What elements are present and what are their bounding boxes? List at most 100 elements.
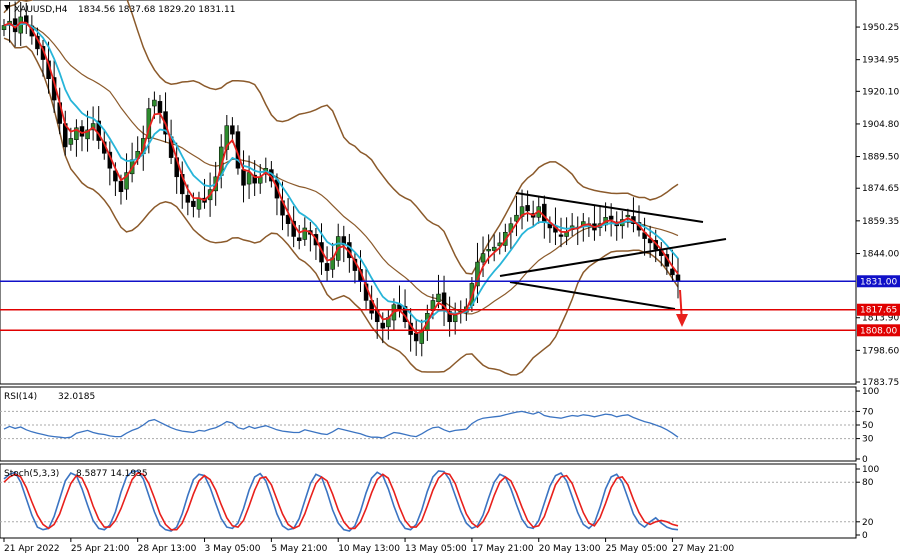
- stoch-tick-label: 80: [862, 478, 874, 488]
- ma-red: [3, 21, 679, 335]
- moving-averages: [3, 21, 679, 335]
- candle-body: [285, 214, 291, 224]
- candle-body: [157, 101, 163, 114]
- price-tick-label: 1813.90: [862, 314, 899, 324]
- price-box-red: [857, 324, 900, 337]
- candle-body: [118, 180, 124, 192]
- rsi-panel: [0, 386, 857, 462]
- candle-body: [191, 200, 196, 207]
- price-box-blue: [857, 275, 900, 288]
- candle-body: [196, 197, 202, 210]
- time-tick-label: 3 May 05:00: [205, 544, 261, 554]
- rsi-value: 32.0185: [58, 392, 95, 402]
- time-tick-label: 25 May 05:00: [606, 544, 668, 554]
- dropdown-triangle-icon[interactable]: [4, 5, 10, 11]
- rsi-tick-label: 30: [862, 435, 874, 445]
- stoch-tick-label: 0: [862, 531, 868, 541]
- candle-body: [447, 311, 452, 323]
- time-tick-label: 10 May 13:00: [338, 544, 400, 554]
- candle-body: [480, 253, 486, 263]
- price-box-red-text: 1817.65: [860, 306, 897, 316]
- candle-body: [85, 129, 90, 140]
- candle-body: [252, 174, 257, 184]
- time-tick-label: 17 May 21:00: [472, 544, 534, 554]
- ma-cyan: [3, 22, 679, 324]
- stoch-tick-label: 20: [862, 518, 874, 528]
- trendline-upper: [515, 192, 704, 223]
- candle-body: [224, 125, 230, 150]
- rsi-line: [3, 410, 679, 439]
- candle-body: [152, 99, 157, 107]
- price-tick-label: 1889.50: [862, 153, 899, 163]
- stoch-grid: [0, 481, 856, 523]
- candle-body: [246, 172, 252, 185]
- price-tick-label: 1920.10: [862, 87, 899, 97]
- price-box-blue-text: 1831.00: [860, 277, 897, 287]
- time-tick-label: 25 Apr 21:00: [71, 544, 130, 554]
- price-tick-label: 1950.25: [862, 23, 899, 33]
- candle-body: [625, 214, 631, 218]
- price-tick-label: 1904.80: [862, 120, 899, 130]
- bollinger-bands: [3, 0, 679, 376]
- time-tick-label: 13 May 05:00: [405, 544, 467, 554]
- price-box-red-text: 1808.00: [860, 326, 897, 336]
- bollinger-upper: [3, 0, 679, 275]
- candle-body: [558, 234, 564, 237]
- candle-body: [124, 172, 129, 190]
- candle-body: [74, 127, 79, 140]
- candle-body: [296, 237, 302, 242]
- candle-body: [491, 246, 497, 251]
- candle-body: [241, 169, 246, 186]
- time-tick-label: 21 Apr 2022: [4, 544, 60, 554]
- horizontal-levels: [0, 280, 856, 332]
- time-axis: 21 Apr 2022 25 Apr 21:00 28 Apr 13:00 3 May…: [0, 537, 856, 554]
- stoch-tick-label: 100: [862, 465, 879, 475]
- rsi-axis: 100 70 50 30 0: [856, 387, 879, 465]
- time-tick-label: 28 Apr 13:00: [138, 544, 197, 554]
- price-tick-label: 1874.65: [862, 184, 899, 194]
- candle-body: [185, 194, 191, 203]
- trendlines: [499, 192, 727, 327]
- candle-body: [514, 214, 519, 222]
- stoch-values: 8.5877 14.1935: [76, 469, 148, 479]
- rsi-series: [3, 410, 679, 439]
- candle-body: [675, 274, 681, 282]
- candle-body: [525, 205, 530, 212]
- stoch-lines: [3, 470, 679, 532]
- bollinger-lower: [3, 37, 679, 376]
- stoch-name: Stoch(5,3,3): [4, 469, 59, 479]
- ohlc-readout: 1834.56 1837.68 1829.20 1831.11: [78, 5, 235, 15]
- price-tick-label: 1798.60: [862, 346, 899, 356]
- rsi-name: RSI(14): [4, 392, 37, 402]
- stoch-main-line: [3, 470, 679, 532]
- candle-body: [302, 227, 308, 240]
- trendline-lower: [509, 281, 676, 310]
- candle-body: [230, 125, 235, 135]
- stoch-panel: [0, 463, 857, 539]
- rsi-tick-label: 50: [862, 421, 874, 431]
- candle-body: [380, 322, 386, 329]
- price-tick-label: 1844.00: [862, 250, 899, 260]
- down-arrow-head: [676, 314, 688, 327]
- rsi-tick-label: 100: [862, 387, 879, 397]
- candle-body: [413, 333, 419, 342]
- price-tick-label: 1783.75: [862, 378, 899, 388]
- candle-body: [436, 293, 441, 302]
- price-tick-label: 1859.35: [862, 217, 899, 227]
- candle-body: [670, 268, 675, 276]
- candle-body: [68, 138, 74, 145]
- chart-title: XAUUSD,H4: [14, 5, 68, 15]
- time-tick-label: 27 May 21:00: [672, 544, 734, 554]
- stoch-signal-line: [3, 472, 679, 531]
- candle-body: [113, 170, 118, 182]
- candle-body: [486, 249, 491, 252]
- bollinger-middle: [3, 22, 679, 315]
- price-axis: 1950.25 1934.95 1920.10 1904.80 1889.50 1874.…: [856, 23, 900, 388]
- candle-body: [452, 315, 458, 323]
- stoch-axis: 100 80 20 0: [856, 465, 879, 541]
- price-box-red: [857, 303, 900, 316]
- time-tick-label: 5 May 21:00: [271, 544, 327, 554]
- time-tick-label: 20 May 13:00: [539, 544, 601, 554]
- candle-body: [341, 236, 347, 246]
